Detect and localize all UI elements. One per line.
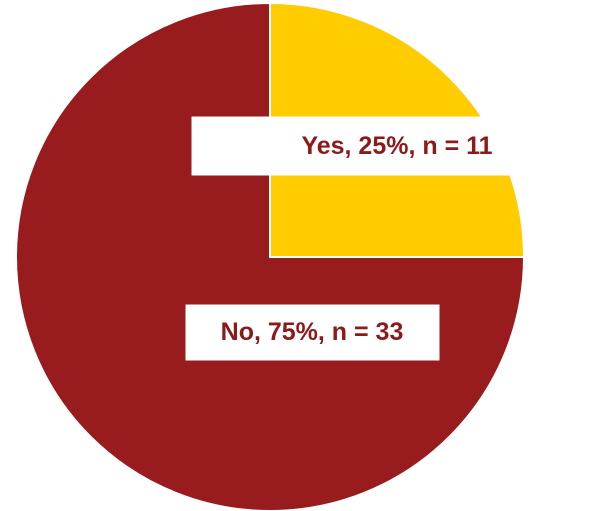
data-label-yes: Yes, 25%, n = 11 <box>191 116 603 176</box>
pie-slice-no <box>15 1 526 511</box>
data-label-text-no: No, 75%, n = 33 <box>221 318 404 346</box>
data-label-box-yes <box>191 116 603 176</box>
pie-slices <box>15 1 526 511</box>
data-label-box-no <box>185 304 440 361</box>
pie-labels: Yes, 25%, n = 11 No, 75%, n = 33 <box>185 116 603 361</box>
data-label-text-yes: Yes, 25%, n = 11 <box>301 132 492 160</box>
data-label-no: No, 75%, n = 33 <box>185 304 440 361</box>
